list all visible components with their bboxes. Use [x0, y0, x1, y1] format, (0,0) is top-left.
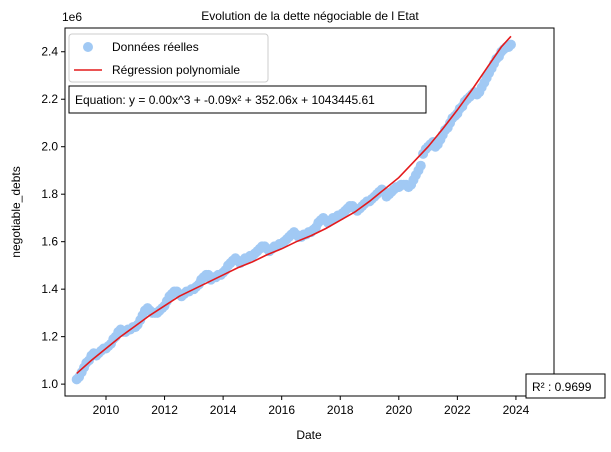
chart-title: Evolution de la dette négociable de l Et…: [201, 9, 419, 23]
legend-marker-scatter: [83, 42, 93, 52]
scatter-points: [71, 39, 516, 385]
y-axis: 1.0 1.2 1.4 1.6 1.8 2.0 2.2 2.4: [41, 45, 65, 391]
data-point: [415, 160, 426, 171]
y-tick-label: 2.4: [41, 45, 58, 59]
x-axis: 2010 2012 2014 2016 2018 2020 2022 2024: [93, 396, 530, 417]
y-tick-label: 1.2: [41, 330, 58, 344]
r2-text: R² : 0.9699: [532, 380, 592, 394]
y-tick-label: 1.8: [41, 187, 58, 201]
x-tick-label: 2024: [503, 403, 530, 417]
y-axis-label: negotiable_debts: [9, 166, 23, 257]
x-tick-label: 2020: [385, 403, 412, 417]
regression-line: [76, 35, 512, 375]
x-tick-label: 2018: [327, 403, 354, 417]
legend: Données réelles Régression polynomiale: [68, 33, 269, 83]
y-tick-label: 2.2: [41, 92, 58, 106]
y-tick-label: 1.0: [41, 377, 58, 391]
y-tick-label: 2.0: [41, 140, 58, 154]
x-tick-label: 2022: [444, 403, 471, 417]
r2-box: [525, 373, 606, 399]
legend-box: [68, 33, 269, 83]
equation-text: Equation: y = 0.00x^3 + -0.09x² + 352.06…: [75, 93, 375, 107]
x-axis-label: Date: [296, 428, 322, 442]
r2-annotation: R² : 0.9699: [525, 373, 606, 399]
legend-label-line: Régression polynomiale: [112, 63, 240, 77]
plot-area: [64, 27, 555, 397]
equation-box: [68, 85, 427, 114]
x-tick-label: 2016: [268, 403, 295, 417]
y-tick-label: 1.4: [41, 282, 58, 296]
y-axis-offset-label: 1e6: [62, 10, 82, 24]
x-tick-label: 2010: [93, 403, 120, 417]
legend-label-scatter: Données réelles: [112, 40, 199, 54]
regression-line-layer: [76, 35, 512, 375]
x-tick-label: 2012: [151, 403, 178, 417]
y-tick-label: 1.6: [41, 235, 58, 249]
data-point: [505, 39, 516, 50]
equation-annotation: Equation: y = 0.00x^3 + -0.09x² + 352.06…: [68, 85, 427, 114]
x-tick-label: 2014: [210, 403, 237, 417]
